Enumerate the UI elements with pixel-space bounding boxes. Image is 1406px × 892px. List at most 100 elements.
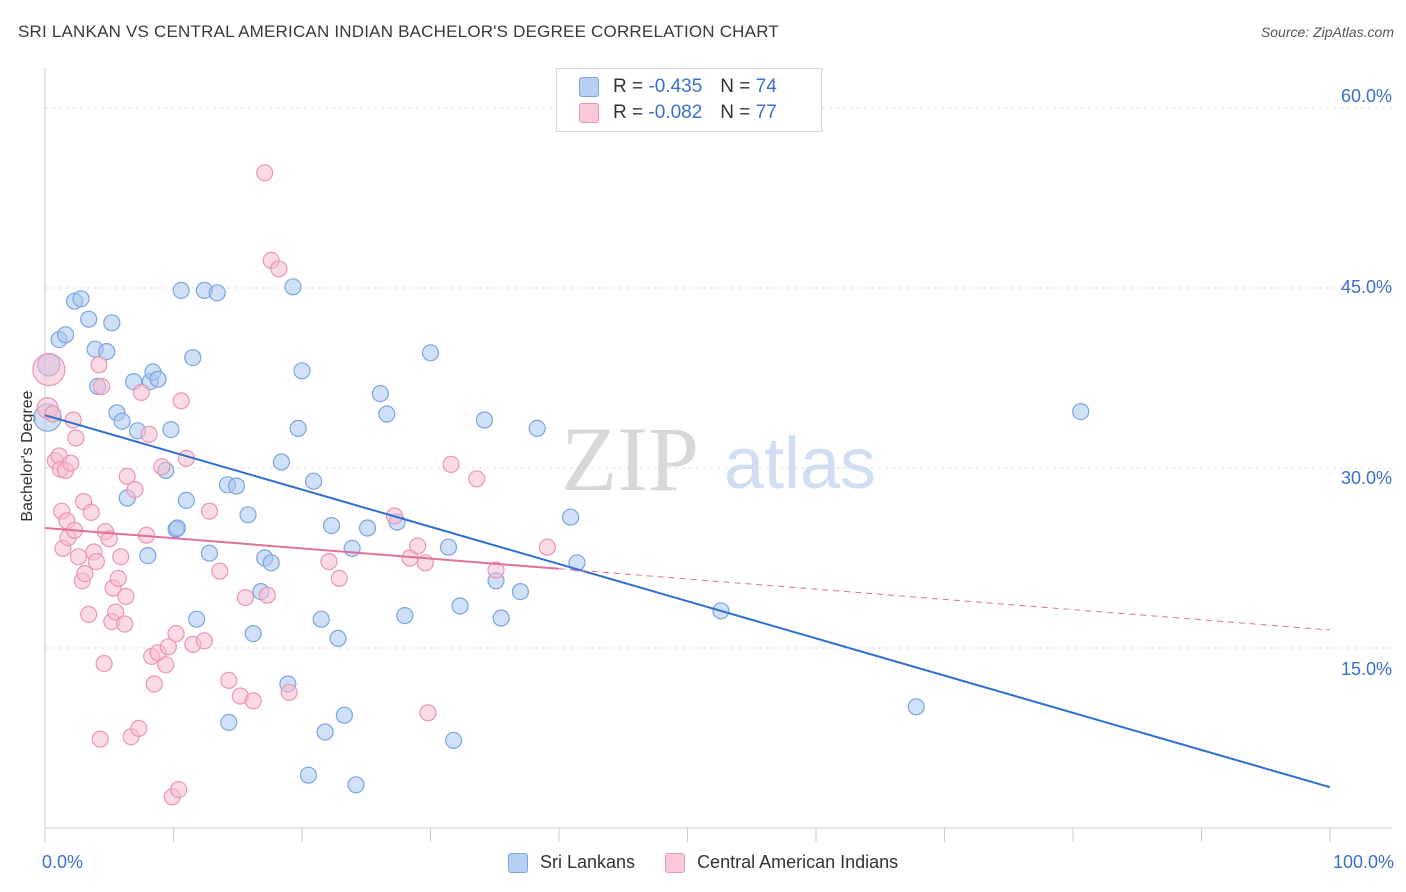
data-point: [72, 290, 90, 308]
data-point: [112, 548, 130, 566]
chart-title: SRI LANKAN VS CENTRAL AMERICAN INDIAN BA…: [18, 22, 779, 41]
data-point: [200, 502, 219, 520]
data-point: [168, 519, 186, 537]
legend-swatch-blue: [508, 852, 528, 873]
data-point: [220, 713, 238, 732]
data-point: [153, 458, 171, 476]
legend-item-sri-lankans: Sri Lankans: [508, 852, 635, 873]
data-point: [157, 656, 175, 674]
data-point: [87, 552, 106, 571]
legend-item-central-american-indians: Central American Indians: [665, 852, 898, 873]
data-point: [378, 405, 396, 423]
series-central-american-indians: [32, 164, 557, 806]
data-point: [91, 730, 109, 748]
legend-r-value: -0.435: [648, 76, 703, 97]
data-point: [568, 554, 586, 572]
data-point: [92, 377, 111, 395]
grid-lines: [45, 107, 1392, 649]
data-point: [347, 776, 365, 794]
data-point: [208, 284, 226, 302]
data-point: [113, 412, 131, 430]
data-point: [442, 455, 460, 473]
x-tick-label-max: 100.0%: [1332, 852, 1394, 872]
data-point: [239, 506, 257, 524]
data-point: [172, 392, 190, 410]
data-point: [293, 362, 311, 380]
data-point: [343, 539, 361, 558]
data-point: [322, 516, 341, 535]
data-point: [100, 530, 118, 548]
watermark-zip: ZIP: [561, 408, 699, 510]
legend-r-label: R =: [613, 76, 644, 97]
data-point: [299, 766, 318, 784]
data-point: [172, 281, 190, 299]
series-sri-lankans: [33, 278, 1090, 794]
data-point: [284, 278, 302, 296]
data-point: [130, 719, 148, 738]
data-point: [80, 310, 98, 328]
legend-n-label: N =: [720, 102, 751, 123]
data-point: [109, 569, 127, 588]
trend-line: [44, 527, 560, 570]
legend-swatch-pink: [579, 103, 599, 123]
data-point: [445, 731, 463, 750]
data-point: [220, 671, 238, 690]
data-point: [538, 538, 557, 556]
data-point: [289, 419, 307, 437]
data-point: [330, 569, 348, 588]
legend-label: Central American Indians: [697, 852, 899, 872]
data-point: [256, 164, 274, 182]
data-point: [320, 552, 338, 571]
x-tick-label-min: 0.0%: [42, 852, 84, 872]
data-point: [98, 343, 116, 361]
legend-n-value: 74: [755, 76, 777, 97]
data-point: [95, 654, 113, 673]
data-point: [195, 632, 213, 650]
data-point: [487, 561, 505, 579]
data-point: [145, 675, 163, 693]
trend-line-extension: [558, 568, 1331, 631]
data-point: [262, 554, 280, 572]
data-point: [475, 411, 494, 429]
data-point: [280, 683, 298, 702]
data-point: [107, 603, 125, 621]
data-point: [132, 383, 150, 401]
y-tick-label: 15.0%: [1340, 659, 1392, 679]
legend-r-label: R =: [613, 102, 644, 123]
data-point: [371, 385, 389, 403]
data-point: [227, 477, 246, 495]
data-point: [188, 610, 206, 628]
data-point: [76, 564, 94, 583]
data-point: [258, 586, 276, 604]
data-point: [358, 519, 377, 537]
data-point: [149, 370, 167, 388]
stats-legend: R = -0.435 N = 74 R = -0.082 N = 77: [556, 68, 822, 132]
data-point: [167, 624, 185, 643]
trend-line: [44, 414, 1331, 789]
data-point: [316, 723, 334, 741]
data-point: [159, 638, 177, 656]
data-point: [80, 605, 98, 624]
data-point: [409, 537, 427, 555]
legend-swatch-pink: [665, 852, 686, 873]
data-point: [90, 356, 108, 374]
data-point: [451, 597, 469, 615]
data-point: [335, 706, 354, 724]
data-point: [419, 704, 437, 722]
source-label: Source: ZipAtlas.com: [1260, 24, 1394, 40]
legend-swatch-blue: [579, 77, 599, 97]
data-point: [170, 780, 188, 799]
data-point: [272, 453, 291, 471]
data-point: [236, 588, 255, 607]
data-point: [67, 429, 85, 447]
data-point: [103, 314, 121, 332]
data-point: [56, 326, 75, 344]
data-point: [468, 470, 486, 488]
data-point: [82, 503, 100, 522]
series-legend: Sri Lankans Central American Indians: [508, 852, 928, 873]
legend-n-value: 77: [755, 102, 777, 123]
data-point: [200, 544, 219, 562]
data-point: [270, 260, 288, 278]
data-point: [421, 344, 440, 362]
